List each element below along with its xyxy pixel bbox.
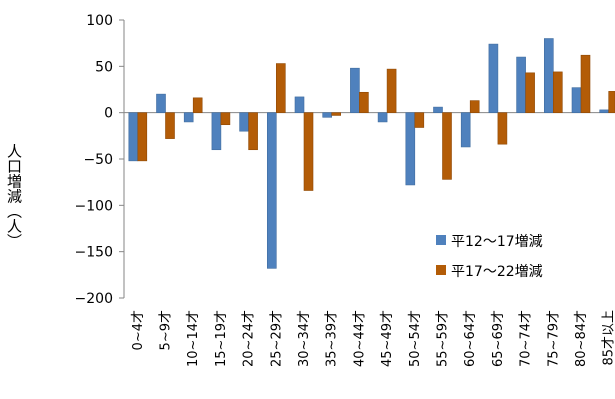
bar-h17-22-12	[469, 100, 480, 113]
bar-h12-17-13	[488, 43, 499, 113]
category-label: 10~14才	[186, 310, 201, 367]
bar-h17-22-9	[386, 68, 397, 113]
bar-h17-22-7	[331, 112, 342, 116]
bar-h17-22-3	[220, 112, 231, 126]
category-label: 0~4才	[131, 310, 146, 350]
category-label: 70~74才	[519, 310, 534, 367]
category-label: 80~84才	[574, 310, 589, 367]
category-labels: 0~4才 5~9才 10~14才 15~19才 20~24才 25~29才 30~34才 35…	[131, 310, 615, 367]
category-label: 75~79才	[546, 310, 561, 367]
bar-h12-17-5	[266, 112, 277, 269]
legend-swatch	[436, 235, 446, 245]
category-label: 65~69才	[491, 310, 506, 367]
legend-label: 平12～17増減	[451, 233, 543, 250]
legend-label: 平17～22増減	[451, 263, 543, 280]
bar-h17-22-10	[414, 112, 425, 128]
bar-h12-17-4	[239, 112, 249, 132]
bar-h17-22-8	[359, 91, 369, 113]
category-label: 50~54才	[408, 310, 423, 367]
category-label: 25~29才	[269, 310, 284, 367]
bar-h12-17-15	[543, 38, 554, 113]
bar-h17-22-1	[165, 112, 175, 139]
bar-h12-17-8	[350, 67, 360, 113]
bar-h17-22-0	[137, 112, 148, 162]
y-tick-label: 50	[95, 59, 113, 75]
bar-h17-22-11	[442, 112, 452, 180]
bar-h12-17-6	[294, 96, 305, 113]
bar-h17-22-14	[525, 72, 535, 113]
y-axis: 100 50 0 −50 −100 −150 −200	[75, 13, 615, 307]
bar-h17-22-4	[248, 112, 258, 151]
category-label: 5~9才	[159, 310, 174, 350]
y-tick-label: −200	[75, 291, 113, 307]
bar-h17-22-5	[275, 63, 286, 113]
bar-h17-22-13	[497, 112, 508, 145]
category-label: 30~34才	[297, 310, 312, 367]
bar-h12-17-12	[460, 112, 471, 148]
bar-h17-22-2	[192, 97, 203, 113]
y-tick-label: 100	[86, 13, 113, 29]
bar-h17-22-15	[552, 71, 563, 113]
y-axis-label: 人口増減（人）	[5, 144, 23, 249]
category-label: 20~24才	[242, 310, 257, 367]
category-label: 40~44才	[352, 310, 367, 367]
bar-h12-17-14	[516, 56, 526, 113]
bar-h12-17-16	[571, 87, 582, 113]
legend-swatch	[436, 265, 446, 275]
category-label: 45~49才	[380, 310, 395, 367]
bar-h12-17-1	[156, 93, 166, 113]
y-tick-label: −100	[75, 198, 113, 214]
category-label: 85才以上	[602, 310, 615, 366]
bar-h12-17-17	[599, 109, 610, 113]
category-label: 60~64才	[463, 310, 478, 367]
bar-h12-17-11	[433, 106, 443, 113]
bar-h12-17-2	[183, 112, 194, 123]
category-label: 35~39才	[325, 310, 340, 367]
bar-h12-17-9	[377, 112, 388, 123]
category-label: 15~19才	[214, 310, 229, 367]
bar-h17-22-6	[303, 112, 314, 191]
bar-h12-17-7	[322, 112, 333, 118]
bars	[128, 38, 615, 269]
y-tick-label: −50	[83, 152, 113, 168]
y-tick-label: −150	[75, 245, 113, 261]
bar-h12-17-3	[211, 112, 222, 151]
bar-h12-17-10	[405, 112, 416, 186]
bar-h17-22-17	[608, 91, 615, 113]
category-label: 55~59才	[436, 310, 451, 367]
bar-h17-22-16	[580, 54, 591, 113]
bar-h12-17-0	[128, 112, 139, 162]
y-tick-label: 0	[104, 106, 113, 122]
